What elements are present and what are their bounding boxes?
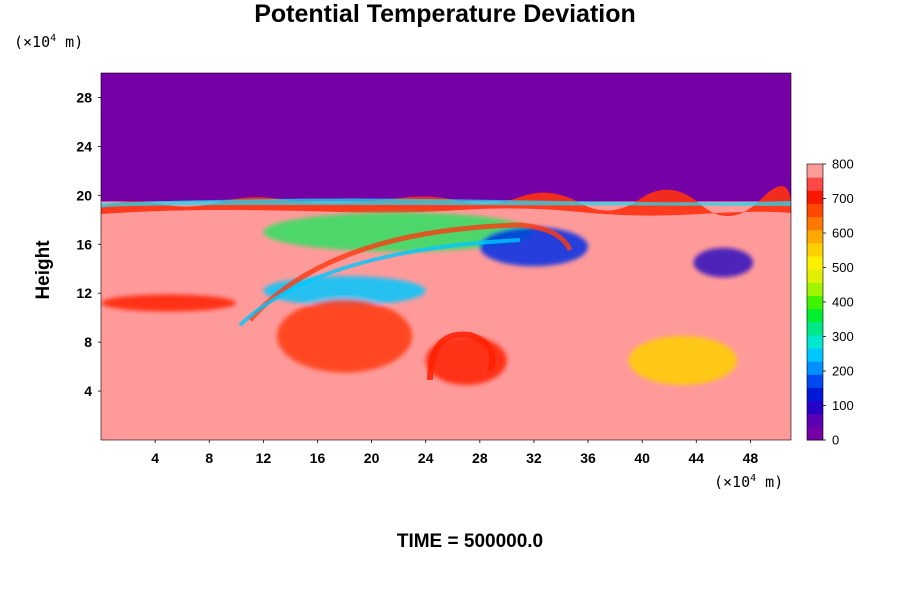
field-region [479,227,589,267]
colorbar-segment [807,282,823,296]
x-tick-label: 32 [526,450,542,466]
colorbar-segment [807,242,823,257]
field-region [628,336,737,385]
x-tick-label: 40 [634,450,650,466]
x-tick-label: 8 [205,450,213,466]
y-tick-label: 16 [76,236,92,252]
colorbar-segment [807,413,823,428]
colorbar: 0 100 200 300 400 500 600 700 800 [806,157,854,448]
colorbar-segment [807,400,823,415]
field-region [101,294,237,312]
y-unit-prefix: (×10 [14,33,51,51]
colorbar-segment [807,229,823,244]
colorbar-tick-label: 600 [832,226,854,241]
y-tick-label: 24 [76,138,92,154]
colorbar-segment [807,216,823,231]
colorbar-segment [807,308,823,323]
x-tick-label: 16 [310,450,326,466]
colorbar-segment [807,387,823,402]
colorbar-segment [807,321,823,336]
field-region [693,247,754,278]
x-tick-label: 48 [743,450,759,466]
time-annotation: TIME = 500000.0 [396,531,544,552]
field-region [276,299,413,373]
x-tick-label: 44 [689,450,705,466]
swirl-streak [427,331,496,381]
colorbar-segment [807,334,823,349]
plot-area [101,73,791,440]
y-unit-suffix: m) [56,33,84,51]
x-tick-label: 20 [364,450,380,466]
colorbar-segment [807,256,823,270]
field-region [263,212,534,252]
colorbar-segment [807,190,823,204]
colorbar-segment [807,295,823,310]
x-ticks: 4 8 12 16 20 24 28 32 36 40 44 48 [151,440,758,466]
colorbar-tick-label: 200 [832,364,854,379]
colorbar-segment [807,177,823,191]
x-unit-exponent: 4 [750,473,757,484]
colorbar-segment [807,269,823,283]
colorbar-tick-label: 400 [832,295,854,310]
colorbar-segment [807,426,823,441]
arc-streak [248,222,573,322]
colorbar-tick-label: 0 [832,433,839,448]
upper-layer-field [101,73,791,202]
x-unit-suffix: m) [756,473,784,491]
colorbar-tick-label: 300 [832,329,854,344]
y-unit-exponent: 4 [50,33,57,44]
colorbar-segment [807,348,823,362]
colorbar-segment [807,361,823,375]
y-unit-label: (×104 m) [14,33,83,51]
y-tick-label: 28 [76,89,92,105]
arc-cyan-streak [238,238,521,327]
x-tick-label: 28 [472,450,488,466]
colorbar-segment [807,164,823,178]
boundary-cyan-streak [101,198,791,208]
y-tick-label: 8 [84,334,92,350]
x-tick-label: 12 [256,450,272,466]
colorbar-tick-label: 800 [832,157,854,172]
colorbar-tick-label: 500 [832,260,854,275]
chart-title: Potential Temperature Deviation [254,0,636,28]
x-tick-label: 24 [418,450,434,466]
x-unit-label: (×104 m) [714,473,783,491]
x-unit-prefix: (×10 [714,473,751,491]
y-ticks: 4 8 12 16 20 24 28 [76,89,101,399]
x-tick-label: 36 [580,450,596,466]
y-tick-label: 12 [76,285,92,301]
colorbar-tick-label: 100 [832,398,854,413]
y-tick-label: 4 [84,383,92,399]
colorbar-segment [807,203,823,218]
x-tick-label: 4 [151,450,159,466]
colorbar-segment [807,374,823,388]
plot-frame [100,72,792,441]
y-tick-label: 20 [76,187,92,203]
colorbar-tick-label: 700 [832,191,854,206]
